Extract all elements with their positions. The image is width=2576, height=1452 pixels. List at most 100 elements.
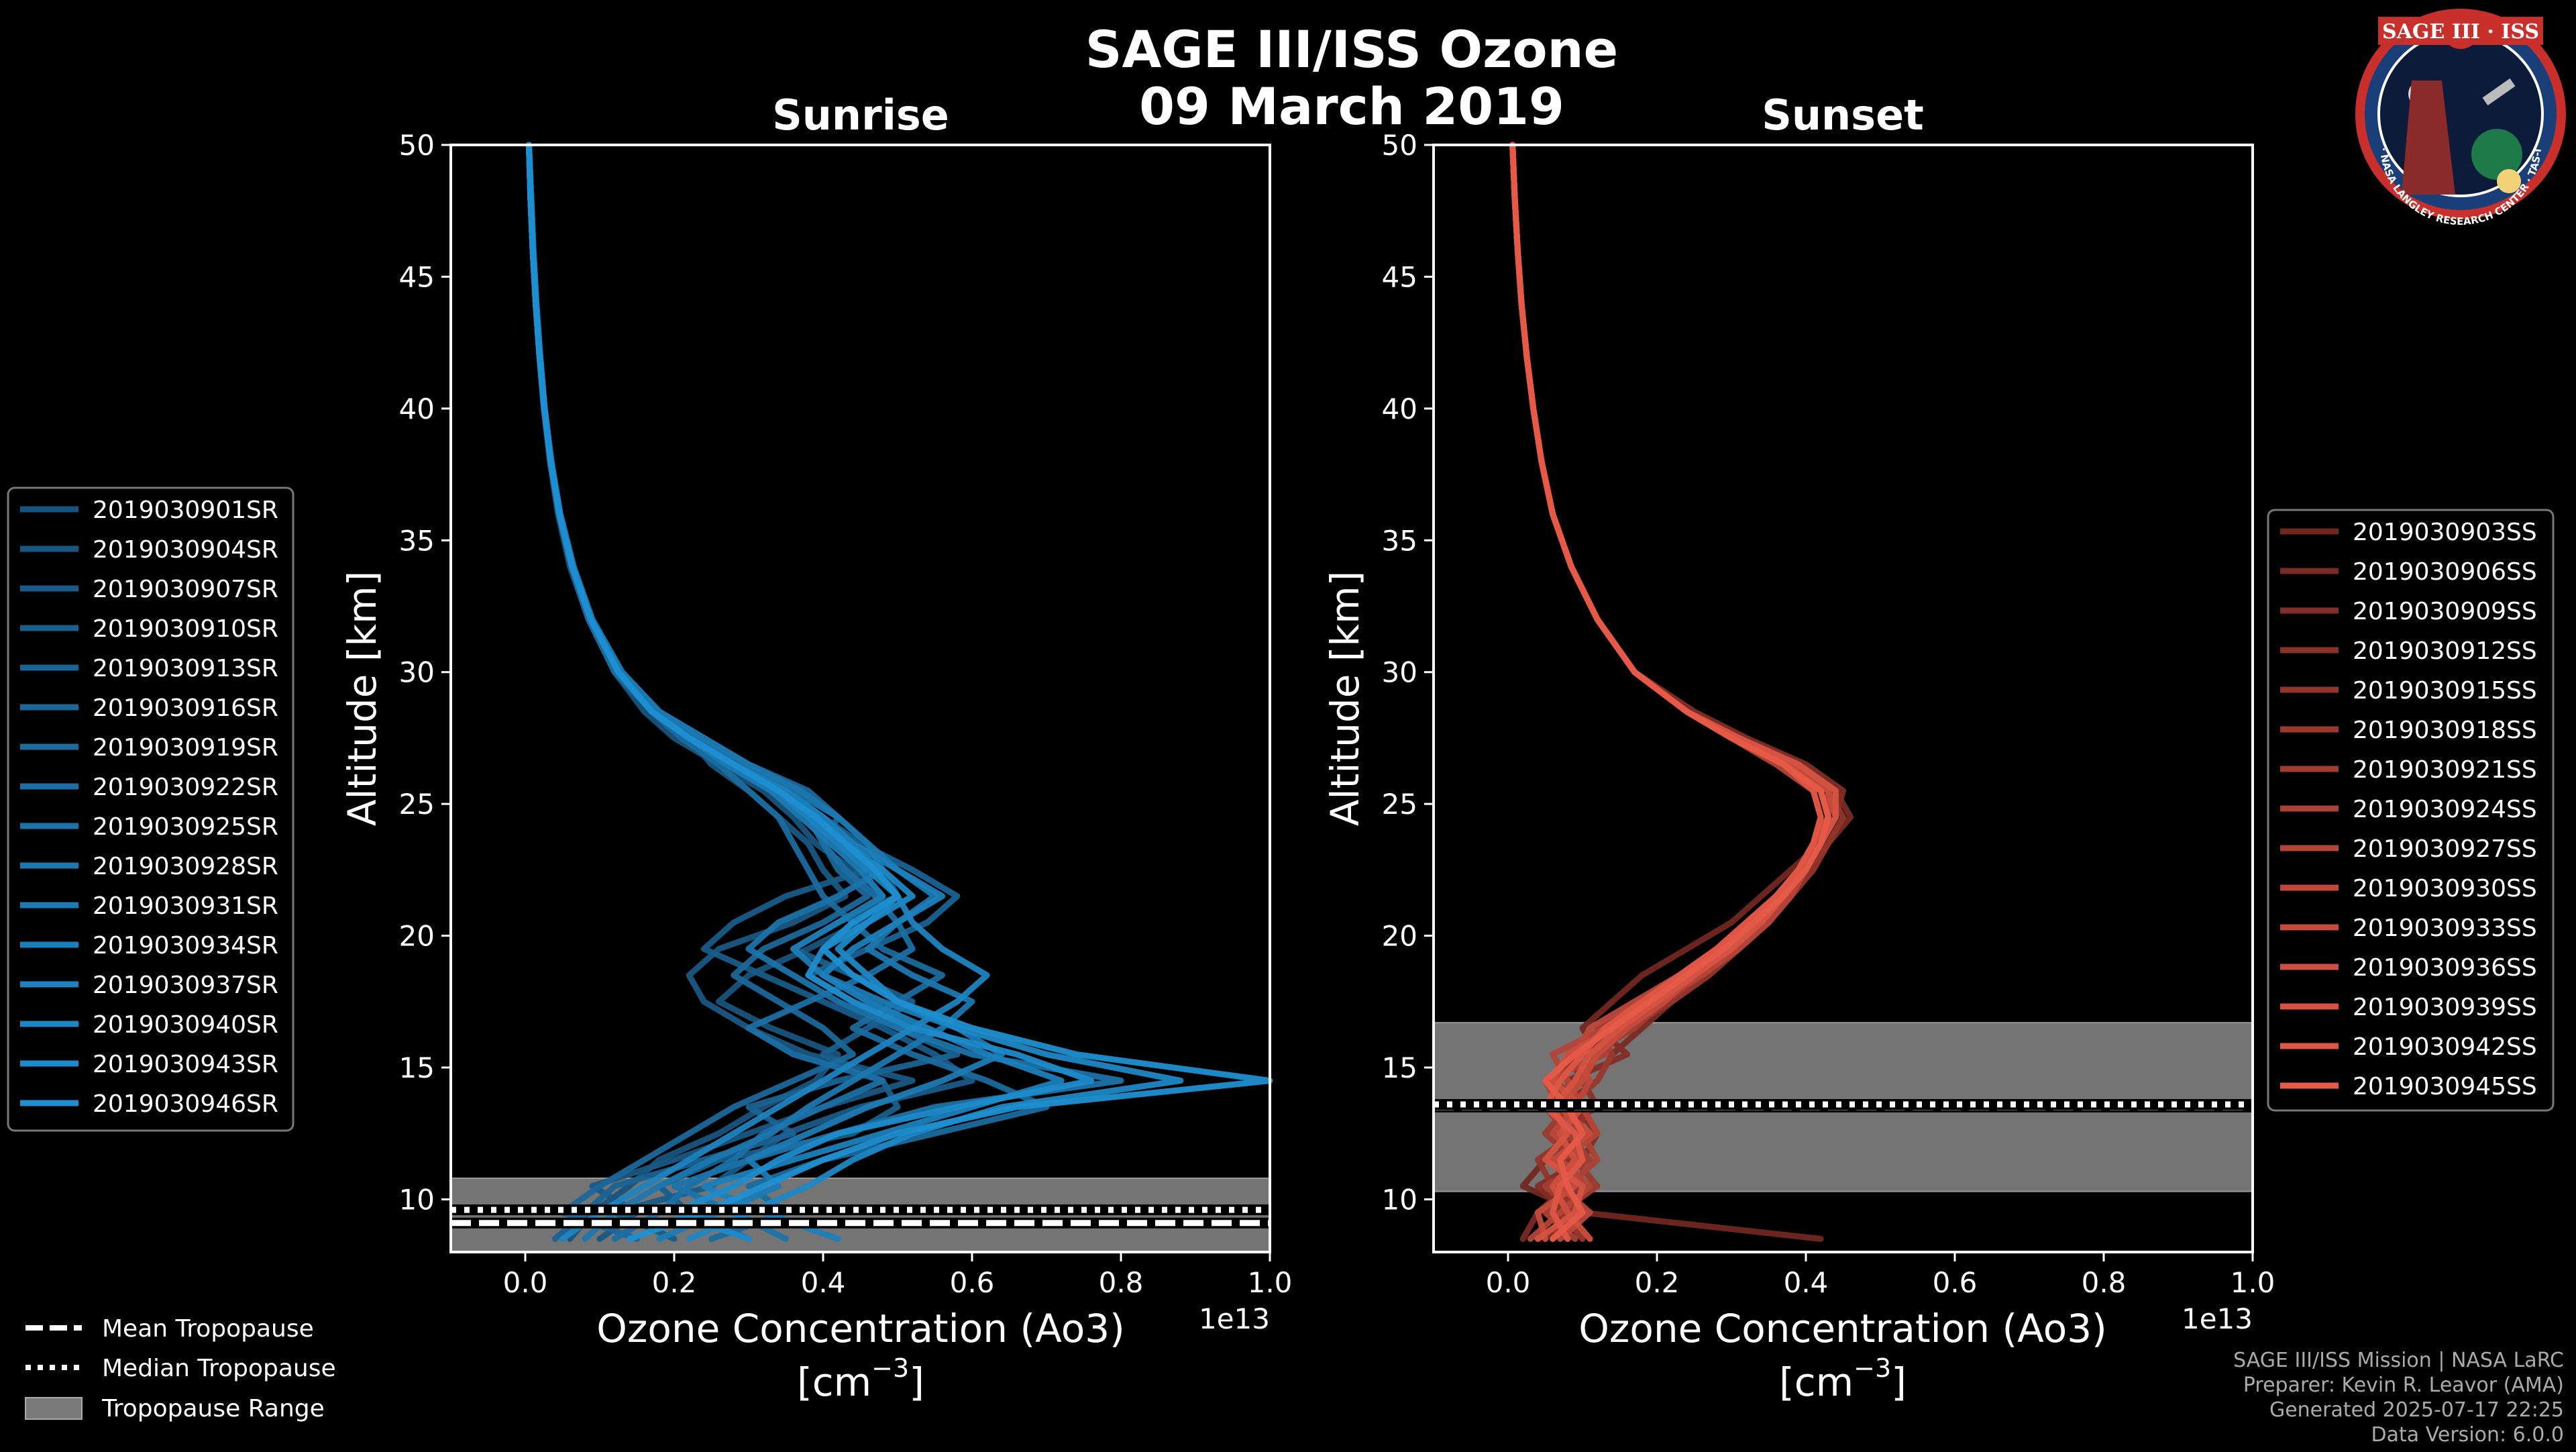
sunrise-ytick-label: 45	[399, 260, 435, 293]
sunset-ytick-label: 40	[1382, 393, 1417, 425]
sunset-ytick-label: 30	[1382, 656, 1417, 689]
tropopause-range-label: Tropopause Range	[101, 1395, 325, 1422]
sunrise-series-2019030922SR	[526, 142, 916, 1242]
sunrise-series-2019030937SR	[526, 142, 990, 1242]
figure-title: SAGE III/ISS Ozone	[1085, 19, 1618, 79]
sunrise-series-2019030934SR	[526, 142, 1065, 1242]
sunset-ytick-label: 10	[1382, 1183, 1417, 1216]
sunrise-ylabel: Altitude [km]	[339, 571, 385, 826]
sunset-title: Sunset	[1762, 91, 1924, 140]
sunrise-x-offset: 1e13	[1199, 1302, 1270, 1335]
sunset-ytick-label: 15	[1382, 1051, 1417, 1084]
sunrise-ytick-label: 25	[399, 788, 435, 821]
sunrise-legend-label: 2019030928SR	[93, 853, 278, 880]
sunrise-legend-label: 2019030904SR	[93, 536, 278, 564]
sunrise-ytick-label: 10	[399, 1183, 435, 1216]
footer-credits: SAGE III/ISS Mission | NASA LaRC Prepare…	[2233, 1349, 2564, 1447]
sunset-xunits: [cm−3]	[1779, 1353, 1907, 1405]
sunset-legend-label: 2019030906SS	[2353, 558, 2537, 586]
sunrise-xtick-label: 1.0	[1248, 1266, 1293, 1299]
sunset-legend-label: 2019030915SS	[2353, 677, 2537, 705]
logo-sun	[2497, 169, 2521, 193]
footer-mission: SAGE III/ISS Mission | NASA LaRC	[2233, 1349, 2564, 1372]
sunrise-legend-label: 2019030943SR	[93, 1051, 278, 1078]
sunrise-panel: Sunrise 0.0 0.2 0.4 0.6 0.8 1.0 10 15 20 25 30 35 4…	[339, 91, 1292, 1405]
sunset-legend-label: 2019030912SS	[2353, 637, 2537, 665]
sunrise-xtick-label: 0.2	[652, 1266, 697, 1299]
sunset-ylabel: Altitude [km]	[1322, 571, 1368, 826]
sunrise-legend-label: 2019030925SR	[93, 813, 278, 841]
sunrise-legend-label: 2019030931SR	[93, 892, 278, 920]
sunset-legend-label: 2019030903SS	[2353, 519, 2537, 546]
tropopause-legend: Mean Tropopause Median Tropopause Tropop…	[25, 1315, 336, 1422]
sunset-xlabel: Ozone Concentration (Ao3)	[1578, 1306, 2107, 1351]
mean-tropopause-label: Mean Tropopause	[102, 1315, 314, 1343]
sunset-y-ticks: 10 15 20 25 30 35 40 45 50	[1382, 129, 1434, 1216]
sunset-panel: Sunset 0.0 0.2 0.4 0.6 0.8 1.0 10 15 20 25 30 35 40…	[1322, 91, 2275, 1405]
sunrise-legend-label: 2019030907SR	[93, 576, 278, 603]
sunset-legend-label: 2019030939SS	[2353, 994, 2537, 1021]
sunrise-ytick-label: 35	[399, 524, 435, 557]
logo-iss	[2482, 78, 2516, 106]
sunrise-ytick-label: 50	[399, 129, 435, 162]
sunrise-series-2019030931SR	[526, 142, 1005, 1242]
sunset-legend-frame	[2267, 509, 2555, 1112]
sunset-legend-label: 2019030933SS	[2353, 915, 2537, 942]
sunset-xtick-label: 0.0	[1486, 1266, 1531, 1299]
sunrise-title: Sunrise	[772, 91, 949, 140]
logo-earth	[2471, 129, 2522, 180]
sunset-xtick-label: 0.4	[1784, 1266, 1829, 1299]
sunset-x-ticks: 0.0 0.2 0.4 0.6 0.8 1.0	[1486, 1252, 2275, 1299]
logo-figure	[2402, 81, 2455, 195]
sunrise-x-ticks: 0.0 0.2 0.4 0.6 0.8 1.0	[503, 1252, 1293, 1299]
sunrise-legend-label: 2019030916SR	[93, 694, 278, 722]
sunset-legend-label: 2019030945SS	[2353, 1073, 2537, 1100]
sunrise-legend-label: 2019030934SR	[93, 932, 278, 960]
sunset-legend-label: 2019030921SS	[2353, 756, 2537, 784]
sunrise-ytick-label: 40	[399, 393, 435, 425]
sunset-ytick-label: 25	[1382, 788, 1417, 821]
sunset-legend-label: 2019030918SS	[2353, 717, 2537, 744]
sunrise-legend-label: 2019030922SR	[93, 774, 278, 801]
sunset-ytick-label: 50	[1382, 129, 1417, 162]
sunrise-xtick-label: 0.8	[1099, 1266, 1144, 1299]
sunrise-ytick-label: 20	[399, 920, 435, 953]
sunset-x-offset: 1e13	[2182, 1302, 2253, 1335]
sunset-ytick-label: 20	[1382, 920, 1417, 953]
sunset-legend-label: 2019030930SS	[2353, 875, 2537, 902]
sunrise-legend-label: 2019030919SR	[93, 734, 278, 762]
sunset-xtick-label: 0.6	[1933, 1266, 1978, 1299]
sunrise-legend-label: 2019030910SR	[93, 615, 278, 643]
sunset-ytick-label: 35	[1382, 524, 1417, 557]
sunset-xtick-label: 0.2	[1635, 1266, 1680, 1299]
sunrise-plot-frame	[449, 144, 1271, 1253]
sunrise-legend: 2019030901SR 2019030904SR 2019030907SR 2019…	[7, 486, 294, 1132]
sunrise-tropopause-lines	[451, 1204, 1270, 1229]
logo-banner	[2378, 17, 2543, 45]
sunrise-legend-label: 2019030913SR	[93, 655, 278, 682]
sunset-ytick-label: 45	[1382, 260, 1417, 293]
sunset-xtick-label: 1.0	[2231, 1266, 2275, 1299]
sunrise-xlabel: Ozone Concentration (Ao3)	[596, 1306, 1125, 1351]
sunrise-y-ticks: 10 15 20 25 30 35 40 45 50	[399, 129, 451, 1216]
sunrise-series-2019030946SR	[526, 142, 1273, 1242]
sunset-plot-frame	[1432, 144, 2254, 1253]
logo-text: SAGE III · ISS	[2382, 20, 2539, 44]
sunrise-series-2019030919SR	[526, 142, 1050, 1242]
sunset-xtick-label: 0.8	[2082, 1266, 2127, 1299]
sunrise-xtick-label: 0.0	[503, 1266, 548, 1299]
sunrise-legend-label: 2019030946SR	[93, 1090, 278, 1118]
sunrise-series-group	[526, 142, 1273, 1242]
logo-disc	[2377, 31, 2544, 197]
sunset-legend-label: 2019030936SS	[2353, 954, 2537, 982]
sunrise-series-2019030928SR	[526, 142, 975, 1242]
sunrise-series-2019030925SR	[526, 142, 1124, 1242]
sunset-legend-label: 2019030909SS	[2353, 598, 2537, 625]
sunset-legend-label: 2019030942SS	[2353, 1033, 2537, 1061]
sunrise-legend-label: 2019030901SR	[93, 497, 278, 524]
sunset-legend: 2019030903SS 2019030906SS 2019030909SS 2019…	[2267, 509, 2555, 1112]
sunrise-xunits: [cm−3]	[797, 1353, 924, 1405]
median-tropopause-label: Median Tropopause	[102, 1355, 336, 1382]
